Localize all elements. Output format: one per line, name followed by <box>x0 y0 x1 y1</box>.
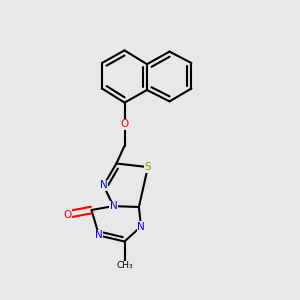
Text: N: N <box>95 230 103 241</box>
Text: S: S <box>145 162 151 172</box>
Text: O: O <box>120 119 129 129</box>
Text: N: N <box>137 221 145 232</box>
Text: N: N <box>110 201 117 211</box>
Text: CH₃: CH₃ <box>116 261 133 270</box>
Text: N: N <box>100 180 107 190</box>
Text: O: O <box>63 209 72 220</box>
